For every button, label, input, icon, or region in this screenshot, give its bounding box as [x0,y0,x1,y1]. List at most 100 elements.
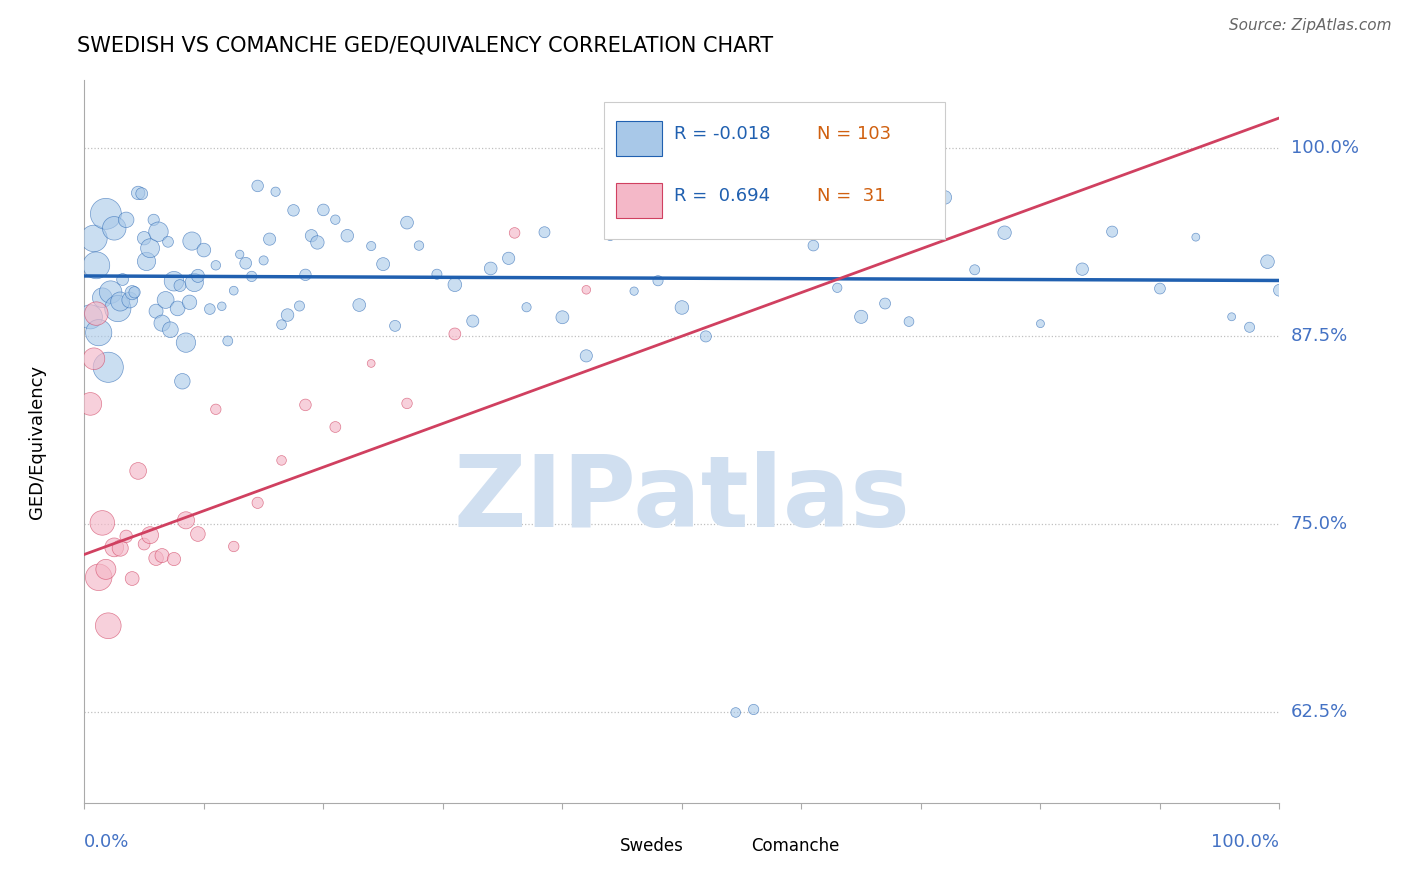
Point [87,570,110,584]
Point [132,231,156,245]
Point [115,212,138,227]
Text: 100.0%: 100.0% [1291,139,1358,157]
Point [183,276,205,290]
Text: Comanche: Comanche [751,838,839,855]
Text: R = -0.018: R = -0.018 [673,126,770,144]
Point [498,252,520,266]
Point [503,226,526,240]
Point [599,230,621,244]
Point [159,323,181,337]
Point [533,225,555,239]
Point [139,241,162,255]
Text: 0.0%: 0.0% [84,833,129,851]
Text: 62.5%: 62.5% [1291,704,1348,722]
Point [121,285,143,300]
Point [198,301,221,316]
Point [336,228,359,243]
Point [360,356,382,370]
Text: N = 103: N = 103 [817,126,891,144]
Point [1029,317,1052,331]
Point [127,464,149,478]
Point [222,540,245,554]
Point [479,261,502,276]
Point [851,310,873,324]
Point [115,529,138,543]
Point [396,216,419,230]
Point [97,360,120,375]
Point [211,299,233,313]
Point [1220,310,1243,324]
Point [179,295,201,310]
Point [145,304,167,318]
Point [253,253,276,268]
Point [142,212,165,227]
Point [575,349,598,363]
Point [349,298,371,312]
Point [110,294,132,309]
Point [94,562,117,576]
Bar [718,835,744,857]
Point [994,226,1017,240]
Text: R =  0.694: R = 0.694 [673,187,769,205]
Point [181,234,204,248]
Point [150,316,173,330]
Point [259,232,281,246]
Point [87,326,110,340]
Point [325,212,347,227]
Point [426,267,449,281]
Point [86,258,108,272]
Point [94,207,117,221]
Point [83,351,105,366]
Point [875,296,897,310]
Point [444,326,467,341]
Point [91,516,114,530]
Point [360,239,382,253]
Point [121,572,143,586]
Point [79,310,101,324]
Point [301,228,323,243]
Point [169,278,191,293]
Point [1239,320,1261,334]
Point [127,186,149,200]
Point [307,235,329,250]
Point [240,269,263,284]
Bar [616,121,662,156]
Point [111,272,134,286]
Point [222,284,245,298]
Point [755,141,778,155]
Point [132,537,156,551]
Text: ZIPatlas: ZIPatlas [454,450,910,548]
Point [742,702,765,716]
Point [1257,254,1279,268]
Point [264,185,287,199]
Point [110,541,132,556]
Point [139,528,162,542]
Text: Source: ZipAtlas.com: Source: ZipAtlas.com [1229,18,1392,33]
Point [384,318,406,333]
Point [270,453,292,467]
Point [100,285,122,299]
Point [461,314,484,328]
Point [695,329,717,343]
Point [373,257,395,271]
Point [1185,230,1208,244]
Point [150,549,173,563]
Point [396,396,419,410]
Text: GED/Equivalency: GED/Equivalency [28,365,45,518]
Point [803,238,825,252]
Point [724,706,747,720]
Point [1101,225,1123,239]
Point [246,496,269,510]
Point [118,293,141,307]
Point [103,541,125,555]
Point [193,243,215,257]
Point [79,397,101,411]
Point [551,310,574,325]
Point [166,301,188,316]
Point [205,258,228,272]
Point [163,274,186,288]
Point [131,186,153,201]
Point [277,308,299,322]
Point [174,335,197,350]
Point [1268,283,1291,297]
